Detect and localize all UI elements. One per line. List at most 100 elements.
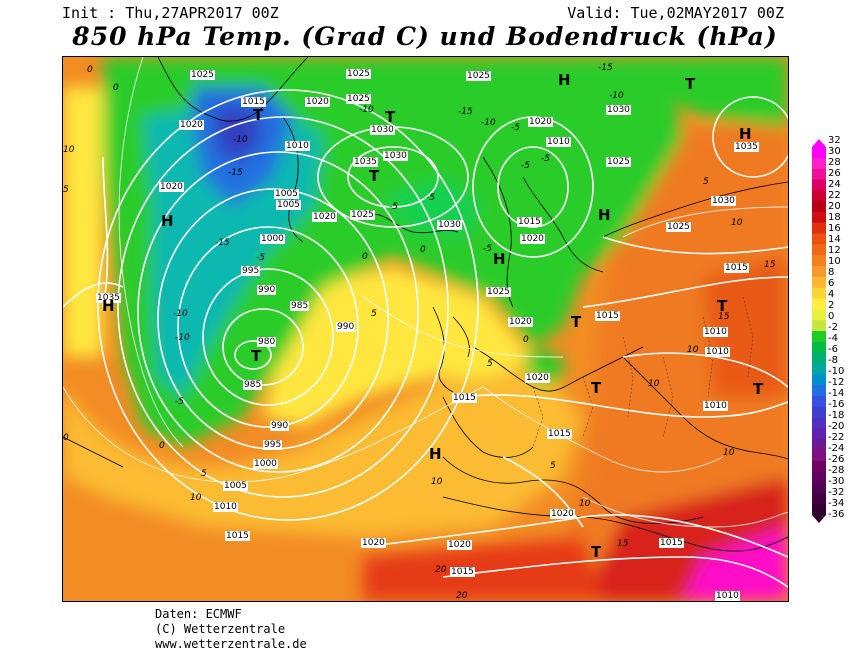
isobar-label: 1030	[383, 151, 408, 161]
weather-map[interactable]: 1025 1025 1025 1015 1020 1025 1020 1030 1020 1010…	[62, 56, 789, 602]
isotherm-label: 5	[371, 309, 377, 319]
legend-color-step	[812, 309, 826, 321]
legend-color-step	[812, 482, 826, 494]
isotherm-label: -5	[541, 154, 550, 164]
isobar-label: 1000	[260, 234, 285, 244]
legend-tick-label: -6	[828, 344, 838, 355]
isobar-label: 980	[257, 337, 277, 347]
low-pressure-marker: T	[251, 347, 262, 365]
legend-color-step	[812, 320, 826, 332]
isobar-label: 1020	[447, 540, 472, 550]
isotherm-label: -5	[426, 193, 435, 203]
isotherm-label: -15	[228, 168, 243, 178]
isotherm-label: -10	[481, 118, 496, 128]
legend-tick-label: -32	[828, 487, 845, 498]
legend-color-step	[812, 201, 826, 213]
isotherm-label: 20	[456, 591, 468, 601]
low-pressure-marker: T	[369, 167, 380, 185]
legend-color-step	[812, 363, 826, 375]
legend-color-step	[812, 406, 826, 419]
isobar-label: 1010	[285, 141, 310, 151]
high-pressure-marker: H	[598, 206, 611, 224]
temperature-legend: 32 30 28 26 24 22 20 18 16 14 12 10 8 6 4 2 0 -2 -4 -6 -8 -10…	[812, 135, 850, 525]
isotherm-label: -5	[389, 202, 398, 212]
legend-tick-label: 10	[828, 256, 841, 267]
isobar-label: 1015	[724, 263, 749, 273]
legend-color-step	[812, 233, 826, 245]
isotherm-label: 15	[718, 312, 730, 322]
isobar-label: 995	[241, 266, 261, 276]
legend-tick-label: -12	[828, 377, 845, 388]
isotherm-label: 0	[113, 83, 119, 93]
isotherm-label: 10	[579, 499, 591, 509]
isotherm-label: -10	[173, 309, 188, 319]
legend-tick-label: -20	[828, 421, 845, 432]
isobar-label: 1025	[346, 69, 371, 79]
isobar-label: 1015	[595, 311, 620, 321]
isotherm-label: 10	[723, 448, 735, 458]
legend-color-step	[812, 450, 826, 462]
isotherm-label: 10	[648, 379, 660, 389]
isobar-label: 1020	[361, 538, 386, 548]
low-pressure-marker: T	[591, 379, 602, 397]
legend-color-step	[812, 417, 826, 429]
isotherm-label: 5	[201, 469, 207, 479]
init-time: Init : Thu,27APR2017 00Z	[62, 4, 279, 22]
legend-tick-label: -34	[828, 498, 845, 509]
legend-color-step	[812, 276, 826, 289]
legend-color-step	[812, 331, 826, 343]
isobars	[63, 89, 788, 588]
legend-tick-label: 32	[828, 135, 841, 146]
isotherm-label: -5	[256, 253, 265, 263]
legend-tick-label: 6	[828, 278, 835, 289]
isotherm-label: 0	[362, 252, 368, 262]
isobar-label: 1010	[703, 327, 728, 337]
isobar-label: 1020	[520, 234, 545, 244]
legend-tick-label: -30	[828, 476, 845, 487]
isotherm-label: -10	[609, 91, 624, 101]
isotherm-label: 0	[63, 433, 69, 443]
legend-tick-label: 26	[828, 168, 841, 179]
high-pressure-marker: H	[558, 71, 571, 89]
legend-color-step	[812, 244, 826, 256]
high-pressure-marker: H	[493, 250, 506, 268]
legend-tick-label: -22	[828, 432, 845, 443]
legend-tick-label: 0	[828, 311, 835, 322]
high-pressure-marker: H	[161, 212, 174, 230]
isobar-label: 990	[270, 421, 290, 431]
field-yellow-west	[63, 87, 103, 357]
legend-tick-label: -10	[828, 366, 845, 377]
isotherm-label: 0	[159, 441, 165, 451]
isobar-label: 1035	[96, 293, 121, 303]
isobar-label: 1030	[606, 105, 631, 115]
legend-color-step	[812, 439, 826, 451]
legend-tick-label: 14	[828, 234, 841, 245]
footer-website[interactable]: www.wetterzentrale.de	[155, 637, 307, 651]
footer-copyright: (C) Wetterzentrale	[155, 622, 286, 636]
isotherm-label: 10	[431, 477, 443, 487]
isobar-label: 1030	[370, 125, 395, 135]
legend-tick-label: -36	[828, 509, 845, 520]
map-title: 850 hPa Temp. (Grad C) und Bodendruck (h…	[72, 22, 778, 51]
isotherm-label: 5	[487, 359, 493, 369]
isobar-label: 1010	[546, 137, 571, 147]
isobar-label: 1015	[452, 393, 477, 403]
legend-color-step	[812, 255, 826, 267]
legend-tick-label: 2	[828, 300, 835, 311]
legend-tick-label: 18	[828, 212, 841, 223]
legend-color-step	[812, 211, 826, 224]
temperature-field	[63, 57, 788, 601]
legend-tick-label: 22	[828, 190, 841, 201]
isobar-label: 1015	[659, 538, 684, 548]
isotherm-label: -15	[215, 238, 230, 248]
low-pressure-marker: T	[591, 543, 602, 561]
legend-color-step	[812, 460, 826, 473]
isobar-label: 1020	[528, 117, 553, 127]
isobar-label: 1025	[346, 94, 371, 104]
legend-color-step	[812, 222, 826, 235]
legend-arrow-bottom	[812, 515, 826, 523]
isotherm-label: 10	[731, 218, 743, 228]
isobar-label: 1020	[312, 212, 337, 222]
legend-color-step	[812, 179, 826, 191]
isobar-label: 1030	[437, 220, 462, 230]
